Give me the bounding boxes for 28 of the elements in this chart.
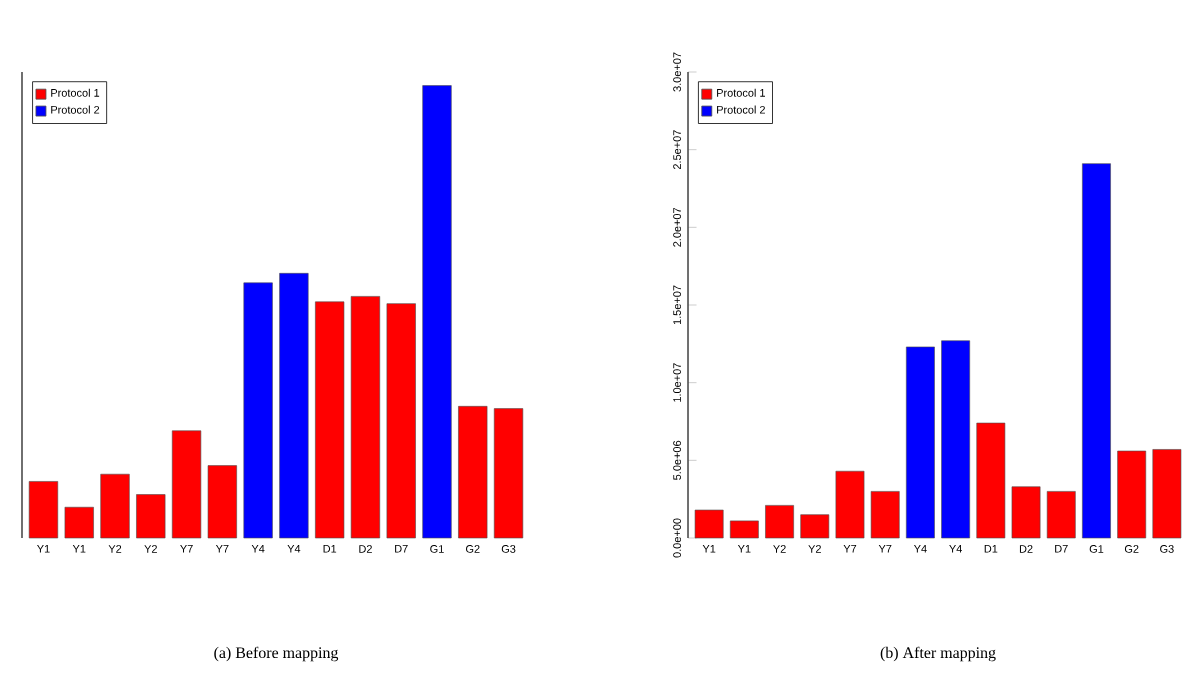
bar [64, 506, 94, 539]
bar [694, 509, 724, 539]
bar [729, 520, 759, 539]
bar [458, 406, 488, 539]
bar [800, 514, 830, 539]
bar [279, 273, 309, 539]
bar [1117, 450, 1147, 539]
bar [976, 422, 1006, 539]
bar [100, 473, 130, 539]
bar [28, 481, 59, 539]
bar [1046, 491, 1076, 539]
bar [1011, 486, 1041, 539]
bar [906, 346, 935, 539]
bar [835, 470, 865, 539]
bar [1082, 163, 1111, 539]
bar [207, 465, 237, 539]
bar [870, 491, 900, 539]
bar [136, 494, 166, 539]
bar [765, 505, 794, 539]
bar [315, 301, 345, 539]
bar [171, 430, 202, 539]
bar [350, 296, 381, 539]
bar [243, 282, 273, 539]
bar [941, 340, 970, 539]
bar [386, 303, 416, 539]
bar [422, 85, 452, 539]
bar [1152, 449, 1182, 539]
bar [493, 408, 524, 539]
